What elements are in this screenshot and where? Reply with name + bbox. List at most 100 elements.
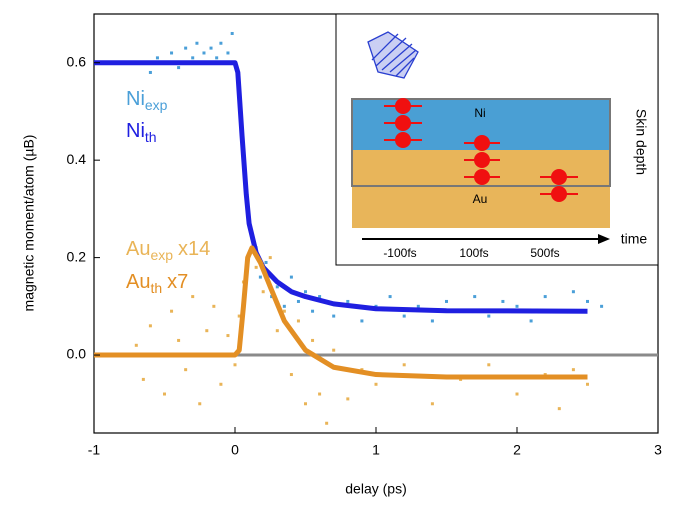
legend-subscript: exp: [150, 247, 173, 263]
data-point: [402, 363, 406, 367]
data-point: [261, 290, 265, 294]
data-point: [233, 363, 237, 367]
data-point: [148, 324, 152, 328]
data-point: [170, 309, 174, 313]
data-point: [304, 290, 307, 294]
data-point: [282, 304, 286, 308]
data-point: [501, 299, 505, 303]
legend-entry: Auth x7: [126, 271, 188, 295]
y-tick-label: 0.4: [67, 151, 87, 167]
data-point: [264, 260, 268, 264]
legend-suffix: x14: [178, 238, 210, 260]
data-point: [219, 382, 223, 386]
inset: Ni Au Skin depth time -100fs 100fs 500fs: [335, 13, 659, 266]
data-point: [195, 41, 199, 45]
legend-entry: Auexp x14: [126, 238, 210, 262]
data-point: [282, 309, 286, 313]
data-point: [184, 368, 188, 372]
data-point: [141, 377, 145, 381]
data-point: [402, 314, 406, 318]
data-point: [311, 338, 315, 342]
x-tick-label: 3: [654, 442, 662, 458]
electrons: [384, 98, 578, 202]
data-point: [155, 56, 159, 60]
data-point: [198, 402, 202, 406]
legend-subscript: th: [145, 129, 157, 145]
data-point: [586, 299, 589, 303]
legend-subscript: th: [150, 280, 162, 296]
time-arrow-head: [598, 234, 610, 244]
data-point: [487, 314, 491, 318]
legend-name: Ni: [126, 88, 145, 110]
data-point: [332, 348, 336, 352]
x-tick-label: 2: [513, 442, 521, 458]
data-point: [360, 319, 364, 323]
data-point: [202, 51, 206, 55]
data-point: [191, 295, 195, 299]
data-point: [184, 46, 188, 50]
time-tick: 100fs: [459, 246, 488, 260]
data-point: [346, 299, 350, 303]
data-point: [332, 314, 336, 318]
data-point: [230, 31, 234, 35]
data-point: [148, 70, 152, 74]
data-point: [134, 343, 138, 347]
data-point: [296, 319, 300, 323]
data-point: [430, 319, 434, 323]
data-point: [586, 382, 589, 386]
y-axis-label: magnetic moment/atom (µB): [21, 135, 37, 312]
data-point: [487, 363, 491, 367]
data-point: [258, 275, 262, 279]
y-tick-label: 0.2: [67, 248, 87, 264]
x-tick-label: 0: [231, 442, 239, 458]
data-point: [212, 304, 216, 308]
legend-subscript: exp: [145, 97, 168, 113]
y-tick-label: 0.6: [67, 53, 87, 69]
data-point: [529, 319, 533, 323]
data-point: [226, 334, 230, 338]
data-point: [515, 392, 519, 396]
data-point: [543, 295, 547, 299]
data-point: [571, 290, 575, 294]
data-point: [205, 329, 209, 333]
theory-curve: [94, 245, 588, 380]
data-point: [215, 56, 219, 60]
x-tick-label: -1: [88, 442, 101, 458]
data-point: [325, 421, 329, 425]
data-point: [254, 265, 258, 269]
data-point: [571, 368, 575, 372]
data-point: [311, 309, 315, 313]
time-tick: -100fs: [383, 246, 416, 260]
data-point: [209, 46, 213, 50]
x-axis-label: delay (ps): [345, 481, 406, 497]
data-point: [388, 295, 392, 299]
data-point: [515, 304, 519, 308]
time-label: time: [621, 231, 648, 247]
data-point: [275, 329, 279, 333]
data-point: [177, 338, 181, 342]
skin-depth-box: [351, 98, 611, 187]
x-tick-label: 1: [372, 442, 380, 458]
data-point: [600, 304, 604, 308]
data-point: [304, 402, 307, 406]
data-point: [177, 66, 181, 70]
data-point: [289, 373, 293, 377]
legend-suffix: x7: [167, 271, 188, 293]
data-point: [473, 295, 477, 299]
side-label: Skin depth: [633, 109, 649, 175]
data-layer: [94, 31, 658, 425]
legend-entry: Nith: [126, 120, 157, 144]
laser-pulse: [367, 31, 419, 79]
data-point: [226, 51, 230, 55]
data-point: [275, 285, 279, 289]
time-tick: 500fs: [530, 246, 559, 260]
legend-entry: Niexp: [126, 88, 168, 112]
data-point: [219, 41, 223, 45]
legend-name: Au: [126, 271, 150, 293]
data-point: [289, 275, 293, 279]
data-point: [170, 51, 174, 55]
data-point: [191, 56, 195, 60]
data-point: [237, 314, 241, 318]
y-tick-label: 0.0: [67, 346, 87, 362]
